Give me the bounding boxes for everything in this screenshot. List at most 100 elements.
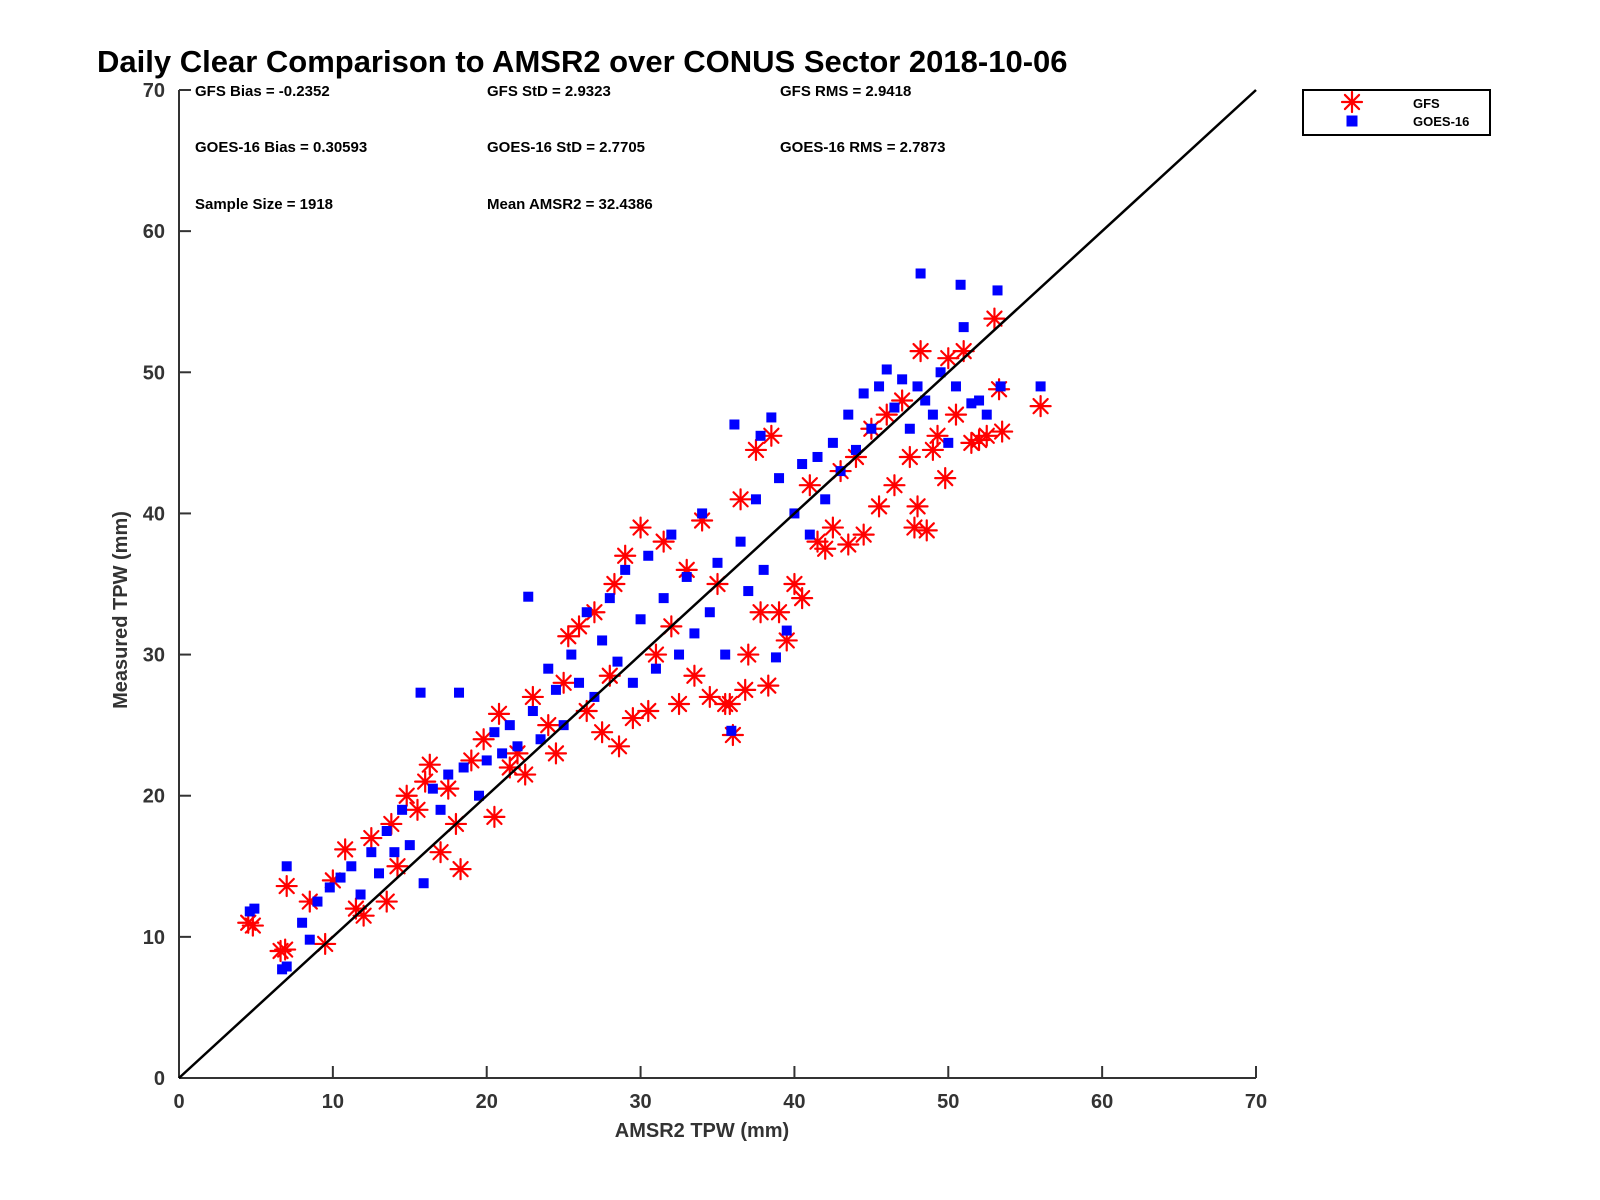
gfs-point	[487, 702, 511, 725]
goes16-point	[381, 826, 392, 836]
goes16-point	[755, 430, 766, 441]
gfs-point	[544, 742, 568, 765]
gfs-point	[621, 706, 644, 730]
goes16-point	[635, 614, 646, 625]
gfs-point	[975, 424, 998, 447]
goes16-point	[612, 656, 623, 667]
goes16-point	[858, 388, 869, 399]
goes16-point	[820, 494, 831, 505]
goes16-point	[489, 727, 500, 738]
goes16-point	[1035, 381, 1046, 392]
goes16-point	[866, 423, 877, 434]
goes16-point	[458, 762, 469, 773]
legend-asterisk	[1340, 90, 1364, 114]
series-gfs	[237, 307, 1052, 963]
goes16-point	[454, 687, 465, 698]
stat-mean-amsr2: Mean AMSR2 = 32.4386	[487, 196, 653, 213]
goes16-point	[958, 322, 969, 333]
goes16-point	[804, 529, 815, 540]
axis-ticks: 0 10 20 30 40 50 60 70 0 10 20 30 40 50 60 70	[143, 80, 1267, 1113]
y-tick-label: 40	[143, 503, 165, 525]
gfs-point	[737, 643, 760, 666]
goes16-point	[415, 687, 426, 698]
goes16-point	[774, 473, 785, 484]
goes16-point	[704, 607, 715, 618]
goes16-point	[627, 677, 638, 688]
legend-marker-gfs	[1340, 90, 1364, 114]
series-goes16	[244, 268, 1046, 975]
goes16-point	[304, 934, 315, 945]
goes16-point	[435, 804, 446, 815]
goes16-point	[374, 868, 385, 879]
gfs-point	[791, 587, 814, 610]
gfs-point	[386, 855, 409, 878]
plot-axes	[178, 90, 1256, 1079]
goes16-point	[474, 790, 485, 801]
goes16-point	[729, 419, 740, 430]
goes16-point	[781, 625, 792, 636]
gfs-point	[718, 692, 741, 716]
gfs-point	[798, 474, 821, 497]
goes16-point	[443, 769, 454, 780]
gfs-point	[729, 488, 752, 511]
goes16-point	[658, 593, 669, 604]
goes16-point	[249, 903, 260, 914]
gfs-point	[472, 728, 495, 751]
stat-goes-bias: GOES-16 Bias = 0.30593	[195, 139, 367, 156]
gfs-point	[275, 874, 298, 898]
y-tick-label: 30	[143, 645, 165, 667]
legend-label-goes16: GOES-16	[1413, 114, 1469, 129]
gfs-point	[591, 721, 614, 744]
gfs-point	[406, 798, 429, 821]
gfs-point	[567, 615, 591, 638]
goes16-point	[915, 268, 926, 279]
goes16-point	[604, 593, 615, 604]
gfs-point	[814, 537, 837, 560]
gfs-point	[375, 890, 398, 913]
gfs-point	[437, 777, 460, 800]
reference-line-group	[178, 89, 1257, 1079]
goes16-point	[281, 861, 292, 872]
goes16-point	[397, 804, 408, 815]
goes16-point	[355, 889, 366, 900]
goes16-point	[512, 741, 523, 752]
goes16-point	[535, 734, 546, 745]
goes16-point	[335, 872, 346, 883]
goes16-point	[897, 374, 908, 385]
stat-goes-std: GOES-16 StD = 2.7705	[487, 139, 645, 156]
goes16-point	[912, 381, 923, 392]
goes16-point	[281, 961, 292, 972]
goes16-point	[935, 367, 946, 378]
gfs-point	[926, 424, 949, 447]
stat-sample-size: Sample Size = 1918	[195, 196, 333, 213]
goes16-point	[689, 628, 700, 639]
gfs-point	[241, 914, 264, 937]
gfs-point	[867, 495, 891, 518]
gfs-point	[734, 678, 757, 701]
goes16-point	[995, 381, 1006, 392]
goes16-point	[927, 409, 938, 420]
legend-square	[1346, 115, 1358, 127]
reference-line	[178, 89, 1257, 1079]
stat-gfs-std: GFS StD = 2.9323	[487, 83, 611, 100]
gfs-point	[514, 763, 537, 786]
x-tick-label: 30	[629, 1091, 651, 1113]
goes16-point	[766, 412, 777, 423]
goes16-point	[712, 557, 723, 568]
goes16-point	[992, 285, 1003, 296]
gfs-point	[921, 438, 945, 462]
goes16-point	[770, 652, 781, 663]
legend-box	[1302, 89, 1491, 136]
goes16-point	[550, 684, 561, 695]
x-tick-label: 60	[1091, 1091, 1113, 1113]
goes16-point	[812, 451, 823, 462]
goes16-point	[527, 706, 538, 717]
goes16-point	[389, 847, 400, 858]
gfs-point	[603, 572, 626, 596]
goes16-point	[827, 437, 838, 448]
gfs-point	[898, 445, 921, 469]
goes16-point	[881, 364, 892, 375]
goes16-point	[523, 591, 534, 602]
goes16-point	[943, 437, 954, 448]
goes16-point	[697, 508, 708, 519]
